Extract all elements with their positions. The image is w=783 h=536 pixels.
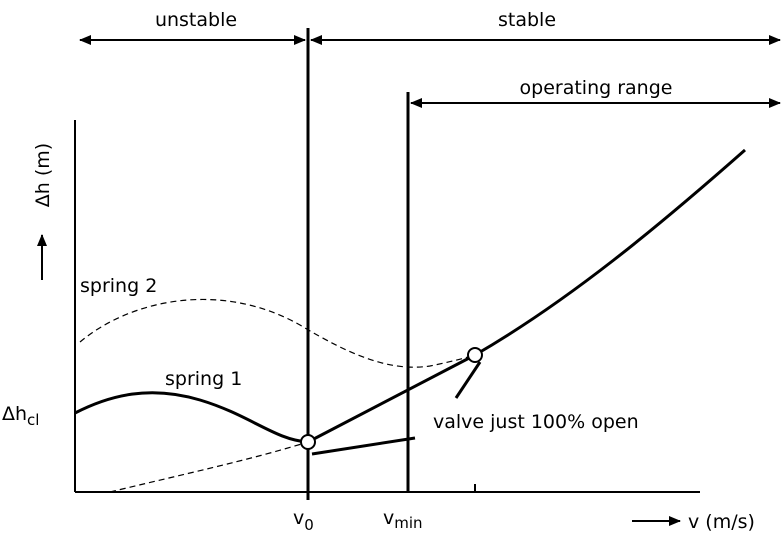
label: Δh <box>2 403 27 425</box>
y-axis-label: Δh (m) <box>32 143 54 207</box>
label: v <box>383 507 394 529</box>
point <box>300 434 316 450</box>
spring-1-curve <box>74 391 309 444</box>
label: Δhcl <box>2 403 39 429</box>
pointer <box>454 361 482 399</box>
valve-line <box>307 353 476 444</box>
label: unstable <box>155 9 237 31</box>
label: v <box>293 507 304 529</box>
label: operating range <box>520 77 673 99</box>
label: v0 <box>293 507 314 534</box>
label-sub: min <box>394 514 422 532</box>
label: spring 2 <box>80 275 157 297</box>
spring-2-curve <box>79 298 476 368</box>
spring-lower-curve <box>109 441 309 493</box>
open-curve <box>474 148 746 357</box>
label: spring 1 <box>165 368 242 390</box>
pointer <box>311 436 416 456</box>
x-axis-label: v (m/s) <box>688 511 755 533</box>
label: valve just 100% open <box>433 411 639 433</box>
label-sub: cl <box>27 411 39 429</box>
label-sub: 0 <box>304 516 314 534</box>
label: stable <box>498 9 556 31</box>
label: vmin <box>383 507 423 532</box>
point <box>467 347 483 363</box>
